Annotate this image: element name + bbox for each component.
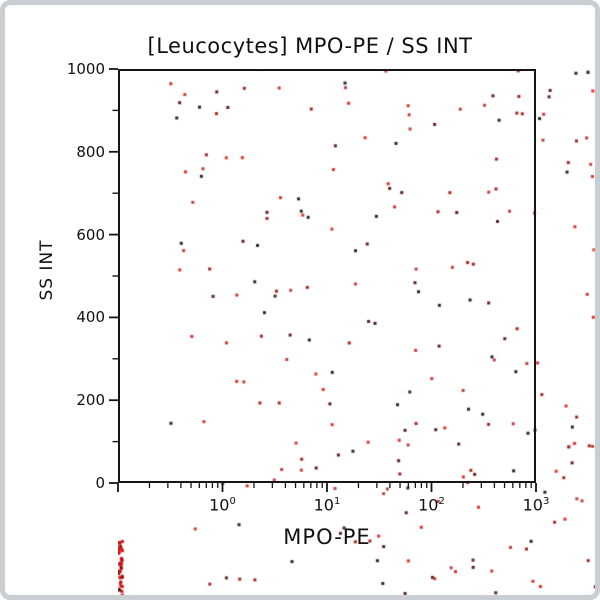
x-tick-label: 100: [209, 495, 236, 515]
y-tick-label: 1000: [66, 60, 105, 78]
y-tick-label: 200: [76, 391, 105, 410]
x-axis-title: MPO-PE: [283, 525, 371, 549]
scatter-plot-canvas: [118, 69, 600, 600]
x-tick-label: 101: [313, 495, 341, 515]
y-tick-label: 400: [76, 308, 105, 327]
x-tick-label: 102: [418, 495, 445, 515]
y-tick-label: 800: [76, 142, 105, 161]
y-tick-label: 600: [76, 225, 105, 244]
y-axis-title: SS INT: [37, 239, 57, 301]
plot-area-border: [118, 69, 536, 483]
y-tick-label: 0: [95, 474, 105, 492]
x-tick-label: 103: [522, 495, 550, 515]
chart-title: [Leucocytes] MPO-PE / SS INT: [147, 34, 473, 58]
